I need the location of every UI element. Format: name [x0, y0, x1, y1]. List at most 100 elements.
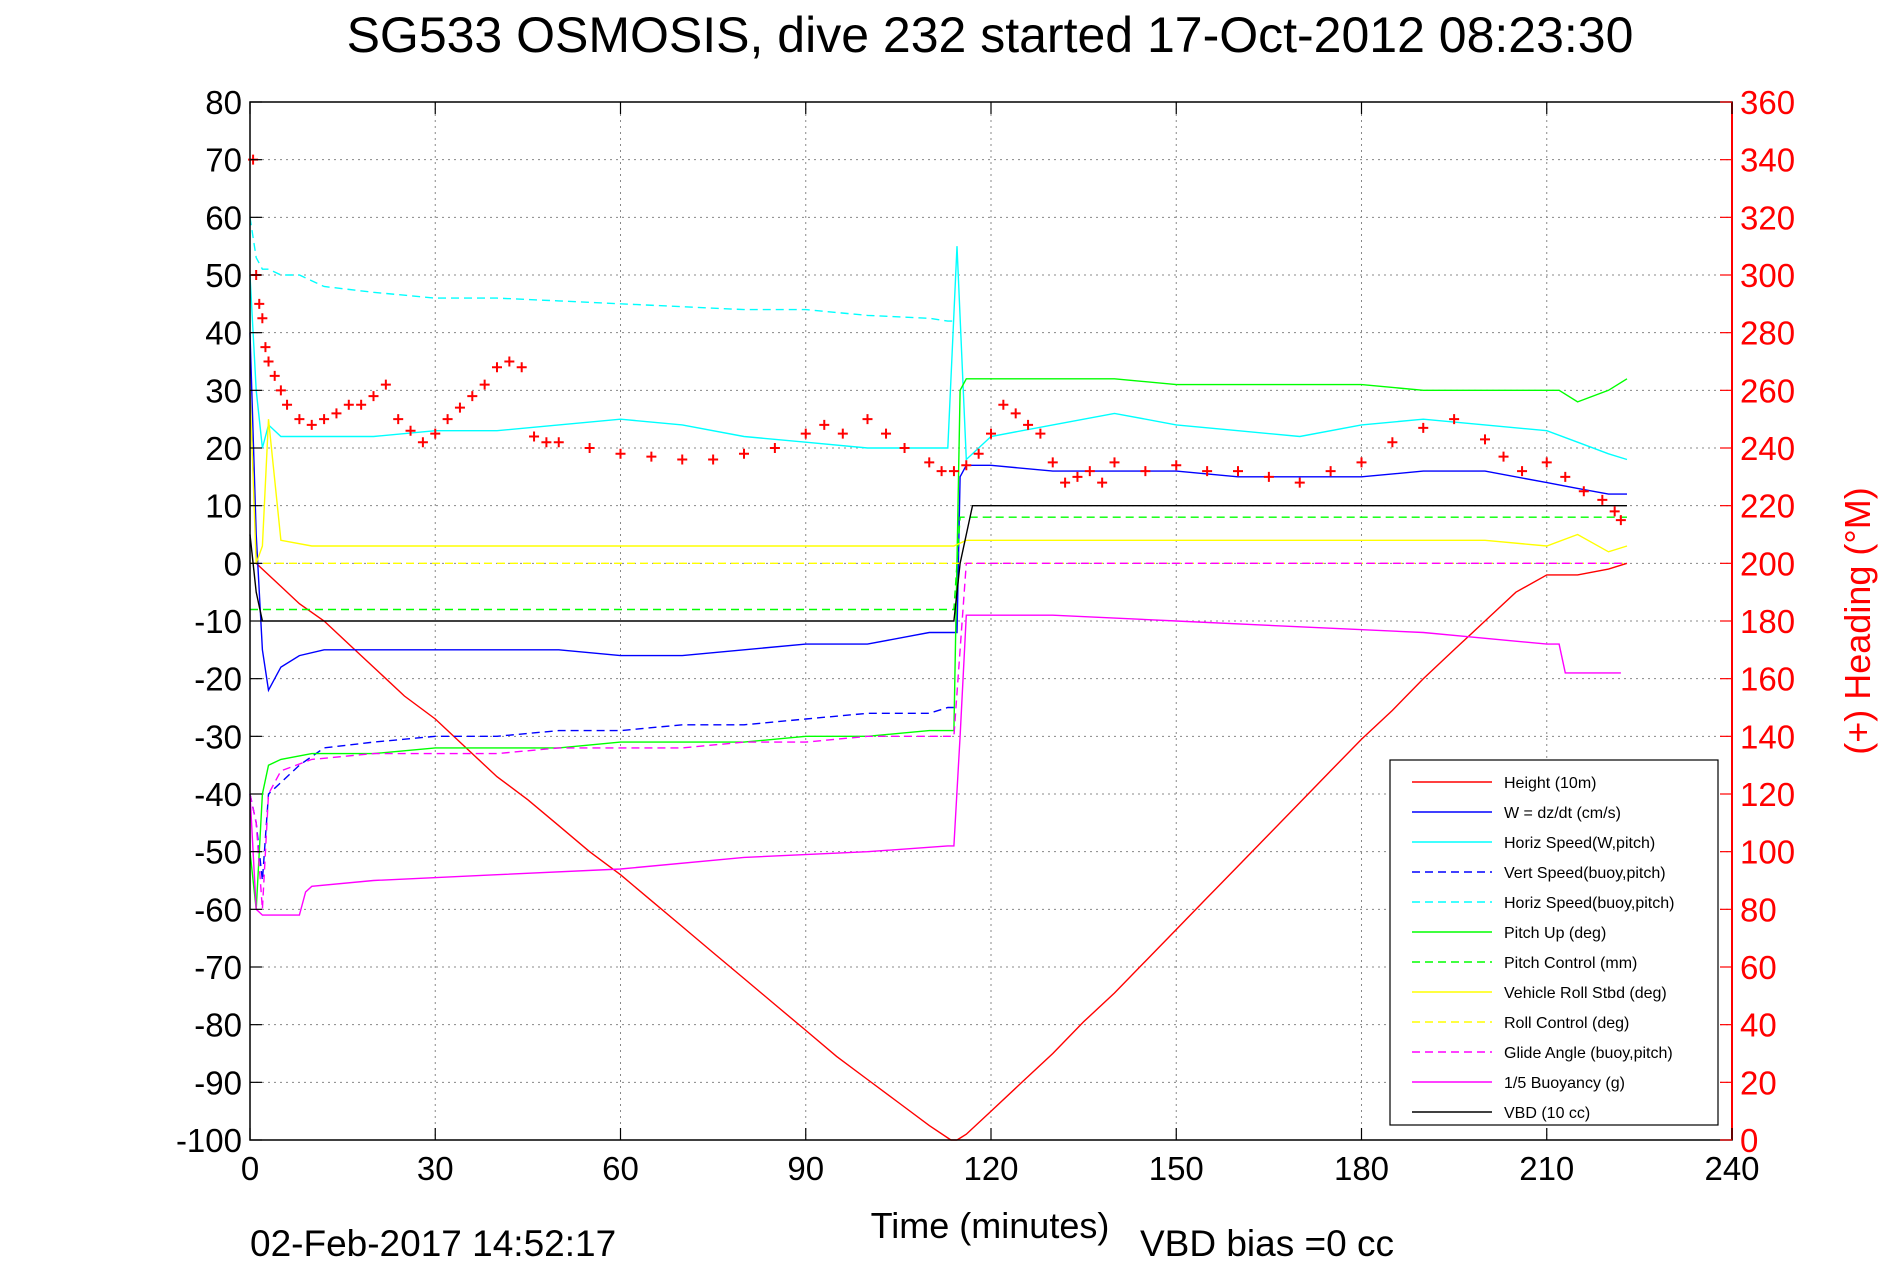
heading-marker	[769, 443, 780, 453]
y2-tick-label: 20	[1740, 1064, 1777, 1101]
y-tick-label: -60	[194, 891, 242, 928]
heading-marker	[504, 356, 515, 367]
y2-tick-label: 200	[1740, 545, 1795, 582]
series-horiz-speed-w-pitch	[249, 246, 1628, 462]
heading-marker	[1171, 460, 1182, 471]
legend-item-1-5-buoyancy-g: 1/5 Buoyancy (g)	[1412, 1075, 1625, 1092]
heading-marker	[819, 419, 830, 430]
heading-marker	[1615, 515, 1626, 526]
heading-marker	[393, 414, 404, 425]
y-tick-label: -40	[194, 776, 242, 813]
heading-marker	[529, 431, 540, 442]
heading-marker	[430, 428, 441, 439]
heading-marker	[1202, 466, 1213, 477]
heading-marker	[269, 370, 280, 381]
series-horiz-speed-buoy-pitch	[249, 217, 954, 322]
heading-marker	[739, 448, 749, 459]
series-line	[249, 706, 954, 881]
series-1-5-buoyancy-g	[249, 614, 1621, 916]
heading-marker	[1498, 451, 1509, 462]
heading-marker	[417, 437, 428, 448]
y-tick-label: 50	[205, 257, 242, 294]
heading-marker	[1418, 422, 1429, 433]
x-axis-ticks: 0 30 60 90 120 150 180 210 240	[241, 102, 1760, 1187]
heading-marker	[1140, 466, 1151, 477]
y-tick-label: 10	[205, 488, 242, 525]
heading-marker	[260, 342, 271, 353]
legend-label: Pitch Control (mm)	[1504, 955, 1637, 972]
y-tick-label: 60	[205, 199, 242, 236]
vbd-bias-label: VBD bias =0 cc	[1140, 1223, 1394, 1262]
y-tick-label: 0	[224, 545, 242, 582]
series-height-10m	[250, 562, 1628, 1141]
y2-tick-label: 260	[1740, 372, 1795, 409]
legend-item-roll-control-deg: Roll Control (deg)	[1412, 1015, 1629, 1032]
legend-item-vbd-10-cc: VBD (10 cc)	[1412, 1105, 1590, 1122]
heading-marker	[677, 454, 688, 465]
heading-marker	[541, 437, 552, 448]
x-tick-label: 0	[241, 1150, 259, 1187]
y2-tick-label: 60	[1740, 949, 1777, 986]
heading-marker	[948, 466, 959, 477]
series-pitch-up-deg	[249, 378, 1628, 910]
heading-marker	[986, 428, 996, 439]
y2-tick-label: 160	[1740, 661, 1795, 698]
heading-marker	[837, 428, 848, 439]
heading-marker	[1109, 457, 1120, 468]
heading-marker	[282, 399, 293, 410]
heading-marker	[1060, 477, 1071, 488]
heading-marker	[1010, 408, 1021, 419]
series-vert-speed-buoy-pitch	[249, 706, 954, 881]
heading-marker	[1233, 466, 1243, 477]
heading-marker	[881, 428, 892, 439]
heading-marker	[1023, 419, 1034, 430]
y-tick-label: 70	[205, 142, 242, 179]
heading-marker	[973, 448, 984, 459]
y2-tick-label: 140	[1740, 718, 1795, 755]
legend-label: Height (10m)	[1504, 775, 1596, 792]
y-tick-label: 40	[205, 315, 242, 352]
x-tick-label: 150	[1149, 1150, 1204, 1187]
heading-marker	[1035, 428, 1046, 439]
y2-tick-label: 340	[1740, 142, 1795, 179]
heading-marker	[263, 356, 274, 367]
series-vehicle-roll-stbd-deg	[249, 390, 1628, 564]
x-tick-label: 30	[417, 1150, 454, 1187]
heading-marker	[936, 466, 947, 477]
series-line	[249, 390, 1628, 564]
heading-marker	[553, 437, 564, 448]
heading-marker	[442, 414, 453, 425]
heading-marker	[1609, 506, 1620, 517]
heading-marker	[1480, 434, 1490, 445]
legend-label: Horiz Speed(buoy,pitch)	[1504, 895, 1674, 912]
legend-item-height-10m: Height (10m)	[1412, 775, 1596, 792]
y-tick-label: -80	[194, 1007, 242, 1044]
series-line	[250, 562, 1628, 1141]
series-line	[249, 217, 954, 322]
y-tick-label: -30	[194, 718, 242, 755]
y2-tick-label: 180	[1740, 603, 1795, 640]
heading-marker	[492, 362, 502, 373]
legend-label: Vert Speed(buoy,pitch)	[1504, 865, 1666, 882]
x-axis-label: Time (minutes)	[871, 1205, 1110, 1246]
y2-tick-label: 280	[1740, 315, 1795, 352]
legend-label: Roll Control (deg)	[1504, 1015, 1629, 1032]
y-tick-label: -20	[194, 661, 242, 698]
x-tick-label: 180	[1334, 1150, 1389, 1187]
y2-tick-label: 0	[1740, 1122, 1758, 1159]
y2-tick-label: 100	[1740, 834, 1795, 871]
legend-label: W = dz/dt (cm/s)	[1504, 805, 1621, 822]
legend-label: Glide Angle (buoy,pitch)	[1504, 1045, 1673, 1062]
legend-label: 1/5 Buoyancy (g)	[1504, 1075, 1625, 1092]
series-w-dz-dt-cm-s	[249, 332, 1627, 693]
footer-timestamp: 02-Feb-2017 14:52:17	[250, 1223, 616, 1262]
x-tick-label: 120	[963, 1150, 1018, 1187]
series-vbd-10-cc	[249, 505, 1627, 622]
y-tick-label: -70	[194, 949, 242, 986]
heading-marker	[479, 379, 490, 390]
heading-marker	[1560, 471, 1571, 482]
legend-item-pitch-control-mm: Pitch Control (mm)	[1412, 955, 1637, 972]
heading-marker	[924, 457, 935, 468]
heading-marker	[275, 385, 286, 396]
heading-marker	[899, 443, 910, 453]
